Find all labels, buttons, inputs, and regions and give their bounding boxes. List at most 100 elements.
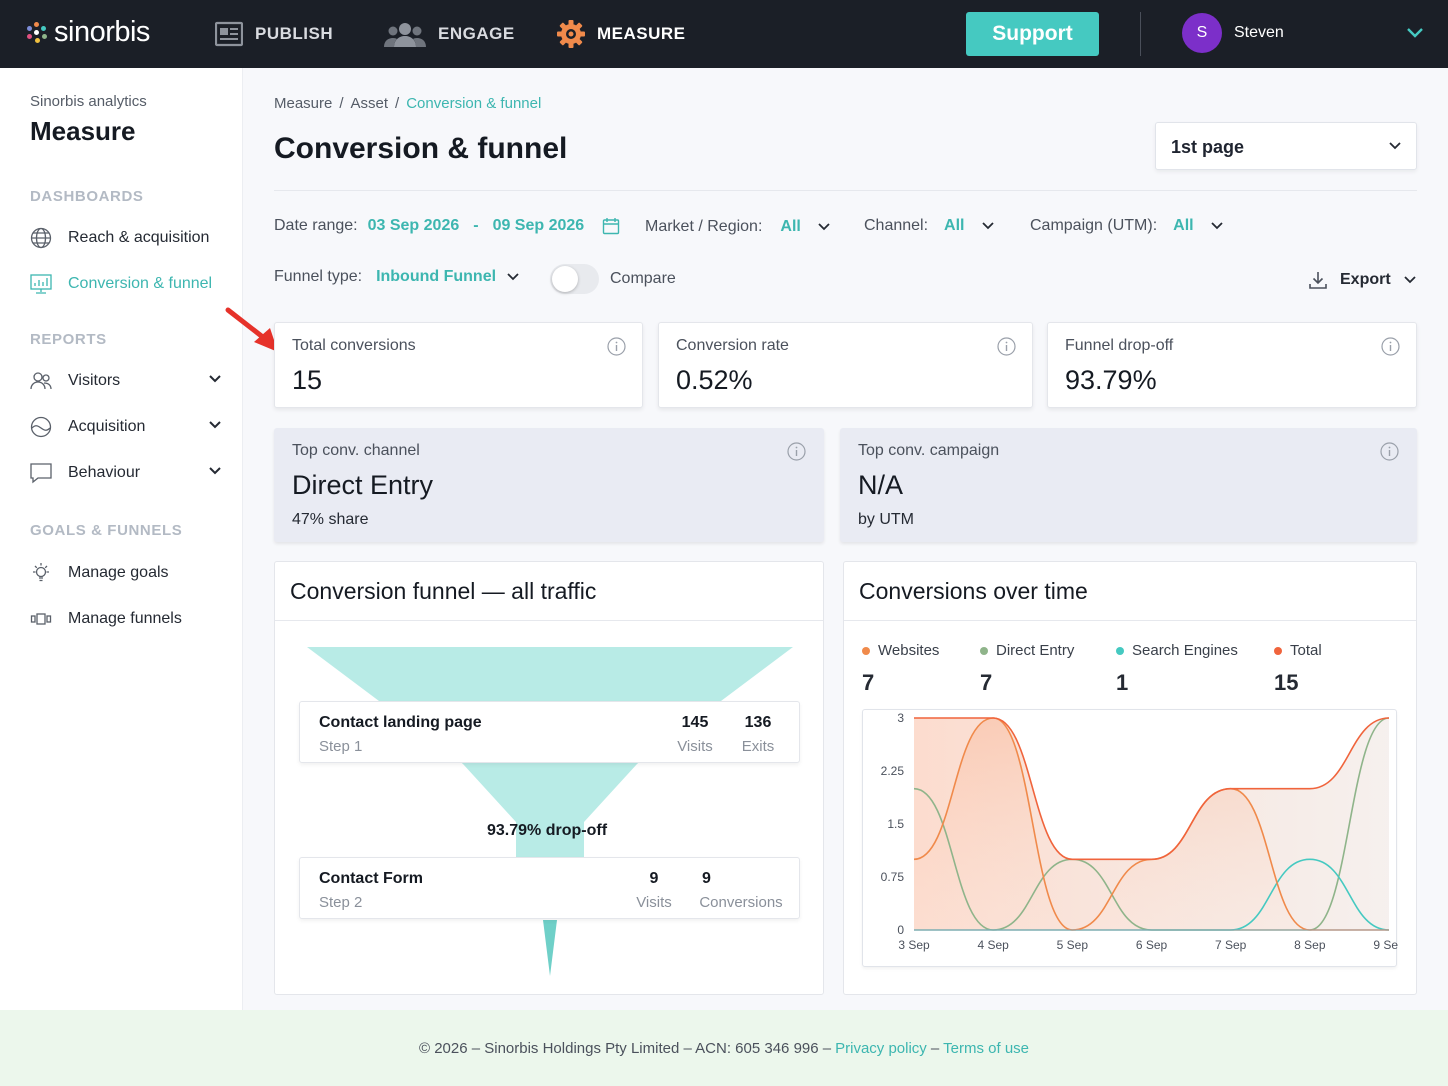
step-name: Contact Form bbox=[319, 870, 423, 887]
chevron-down-icon[interactable] bbox=[208, 420, 222, 430]
download-icon bbox=[1309, 272, 1327, 289]
sinorbis-logo[interactable]: sinorbis bbox=[26, 16, 150, 49]
x-tick-label: 4 Sep bbox=[977, 938, 1009, 952]
legend-value: 15 bbox=[1274, 670, 1299, 695]
x-tick-label: 9 Sep bbox=[1373, 938, 1398, 952]
x-tick-label: 3 Sep bbox=[898, 938, 930, 952]
nav-divider bbox=[1140, 12, 1141, 56]
page-title: Conversion & funnel bbox=[274, 132, 568, 165]
y-tick-label: 1.5 bbox=[887, 817, 904, 831]
channel-value: All bbox=[944, 217, 965, 234]
legend-label: Direct Entry bbox=[996, 642, 1075, 659]
calendar-icon[interactable] bbox=[602, 217, 620, 235]
nav-measure[interactable]: MEASURE bbox=[557, 20, 686, 48]
nav-publish-label: PUBLISH bbox=[255, 24, 334, 43]
series-line-total[interactable] bbox=[914, 717, 1390, 861]
legend-search-engines[interactable]: Search Engines bbox=[1116, 642, 1238, 659]
sidebar-item-manage-funnels[interactable]: Manage funnels bbox=[30, 604, 222, 634]
funnel-type-label: Funnel type: bbox=[274, 268, 363, 285]
conversion-funnel-panel: Conversion funnel — all traffic bbox=[274, 561, 824, 995]
conversions-chart-frame: 0 0.75 1.5 2.25 3 3 Sep 4 Sep 5 Sep 6 Sep 7 Sep 8 … bbox=[862, 709, 1405, 967]
highlight-sub: 47% share bbox=[292, 511, 369, 528]
user-name[interactable]: Steven bbox=[1234, 24, 1284, 41]
funnel-step-1[interactable]: Contact landing page Step 1 145 Visits 1… bbox=[299, 701, 800, 763]
privacy-policy-link[interactable]: Privacy policy bbox=[835, 1039, 927, 1057]
legend-direct-entry[interactable]: Direct Entry bbox=[980, 642, 1074, 659]
terms-of-use-link[interactable]: Terms of use bbox=[943, 1039, 1030, 1057]
channel-filter[interactable]: Channel: All bbox=[864, 217, 995, 235]
sidebar-item-reach-acquisition[interactable]: Reach & acquisition bbox=[30, 223, 222, 253]
breadcrumb-measure[interactable]: Measure bbox=[274, 95, 333, 112]
market-label: Market / Region: bbox=[645, 218, 763, 235]
legend-value: 7 bbox=[862, 670, 875, 695]
lightbulb-icon bbox=[30, 562, 52, 584]
compare-toggle[interactable] bbox=[550, 264, 599, 294]
funnel-step-2[interactable]: Contact Form Step 2 9 Visits 9 Conversio… bbox=[299, 857, 800, 919]
step-conversions-label: Conversions bbox=[699, 894, 783, 911]
info-icon[interactable] bbox=[787, 442, 806, 461]
breadcrumb-asset[interactable]: Asset bbox=[350, 95, 389, 112]
sidebar-item-conversion-funnel[interactable]: Conversion & funnel bbox=[30, 269, 222, 299]
x-tick-label: 5 Sep bbox=[1057, 938, 1089, 952]
chevron-down-icon[interactable] bbox=[208, 466, 222, 476]
highlight-value: Direct Entry bbox=[292, 470, 434, 500]
acquisition-icon bbox=[30, 416, 52, 438]
chevron-down-icon bbox=[981, 222, 994, 230]
stat-card-funnel-drop-off: Funnel drop-off 93.79% bbox=[1047, 322, 1417, 408]
highlight-label: Top conv. channel bbox=[292, 442, 420, 459]
toggle-knob bbox=[552, 266, 578, 292]
legend-dot bbox=[862, 646, 870, 655]
highlight-value: N/A bbox=[858, 470, 904, 500]
date-to[interactable]: 09 Sep 2026 bbox=[492, 217, 585, 234]
market-region-filter[interactable]: Market / Region: All bbox=[645, 218, 831, 236]
nav-publish[interactable]: PUBLISH bbox=[215, 20, 333, 48]
stat-card-total-conversions: Total conversions 15 bbox=[274, 322, 643, 408]
campaign-label: Campaign (UTM): bbox=[1030, 217, 1158, 234]
chevron-down-icon[interactable] bbox=[506, 272, 520, 282]
info-icon[interactable] bbox=[1380, 442, 1399, 461]
funnel-type-filter: Funnel type: Inbound Funnel bbox=[274, 268, 520, 286]
logo-text: sinorbis bbox=[54, 16, 150, 48]
step-exits-value: 136 bbox=[744, 714, 772, 731]
nav-engage[interactable]: ENGAGE bbox=[384, 20, 515, 48]
legend-websites[interactable]: Websites bbox=[862, 642, 939, 659]
step-number: Step 2 bbox=[319, 894, 363, 911]
sidebar-title: Measure bbox=[30, 116, 136, 146]
breadcrumb-separator: / bbox=[395, 95, 400, 112]
sidebar-item-behaviour[interactable]: Behaviour bbox=[30, 458, 222, 488]
sidebar-item-label: Manage funnels bbox=[68, 610, 182, 627]
sidebar-item-label: Manage goals bbox=[68, 564, 169, 581]
support-button[interactable]: Support bbox=[966, 12, 1099, 56]
info-icon[interactable] bbox=[997, 337, 1016, 356]
avatar[interactable]: S bbox=[1182, 13, 1222, 53]
sidebar-item-visitors[interactable]: Visitors bbox=[30, 366, 222, 396]
date-from[interactable]: 03 Sep 2026 bbox=[367, 217, 460, 234]
date-separator: - bbox=[473, 217, 479, 234]
campaign-filter[interactable]: Campaign (UTM): All bbox=[1030, 217, 1224, 235]
highlight-label: Top conv. campaign bbox=[858, 442, 1000, 459]
compare-label: Compare bbox=[610, 270, 676, 287]
stat-label: Total conversions bbox=[292, 337, 416, 354]
step-visits-value: 145 bbox=[681, 714, 709, 731]
legend-dot bbox=[1274, 646, 1282, 655]
step-exits-label: Exits bbox=[741, 738, 775, 755]
panel-divider bbox=[844, 620, 1416, 621]
red-arrow-annotation bbox=[225, 307, 278, 352]
funnel-type-value[interactable]: Inbound Funnel bbox=[376, 268, 497, 285]
chevron-down-icon[interactable] bbox=[208, 374, 222, 384]
top-navigation-bar: sinorbis PUBLISH ENGAGE MEASURE Support … bbox=[0, 0, 1448, 68]
sidebar-item-manage-goals[interactable]: Manage goals bbox=[30, 558, 222, 588]
step-visits-value: 9 bbox=[649, 870, 659, 887]
page-select-dropdown[interactable]: 1st page bbox=[1155, 122, 1417, 170]
info-icon[interactable] bbox=[607, 337, 626, 356]
campaign-value: All bbox=[1173, 217, 1194, 234]
series-line-direct-entry[interactable] bbox=[913, 717, 1390, 931]
sidebar-item-acquisition[interactable]: Acquisition bbox=[30, 412, 222, 442]
legend-total[interactable]: Total bbox=[1274, 642, 1322, 659]
x-tick-label: 7 Sep bbox=[1215, 938, 1247, 952]
breadcrumb-separator: / bbox=[339, 95, 344, 112]
nav-engage-label: ENGAGE bbox=[438, 24, 515, 43]
user-menu-chevron-icon[interactable] bbox=[1406, 26, 1424, 40]
info-icon[interactable] bbox=[1381, 337, 1400, 356]
export-button[interactable]: Export bbox=[1308, 270, 1417, 290]
